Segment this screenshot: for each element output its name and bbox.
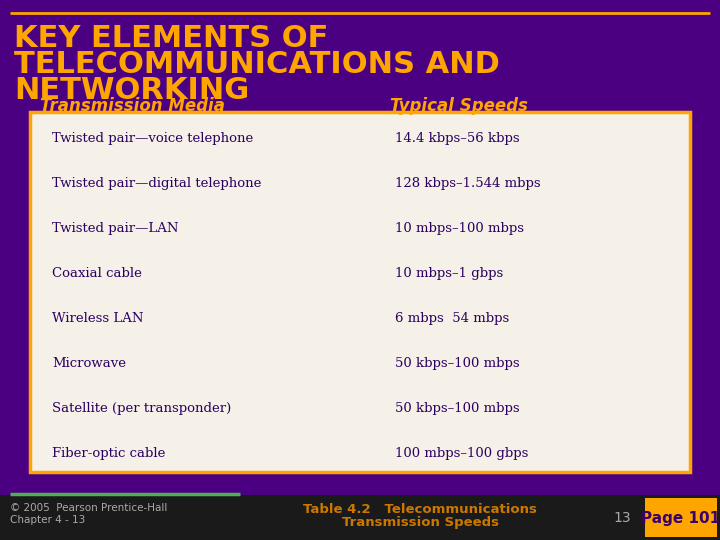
Text: 13: 13 [613, 511, 631, 525]
Text: Transmission Speeds: Transmission Speeds [341, 516, 498, 529]
Text: Typical Speeds: Typical Speeds [390, 97, 528, 115]
Bar [645, 498, 717, 537]
Text: Twisted pair—digital telephone: Twisted pair—digital telephone [52, 177, 261, 190]
Text: Fiber-optic cable: Fiber-optic cable [52, 447, 166, 460]
Text: KEY ELEMENTS OF: KEY ELEMENTS OF [14, 24, 328, 53]
Text: Transmission Media: Transmission Media [40, 97, 225, 115]
Text: 10 mbps–1 gbps: 10 mbps–1 gbps [395, 267, 503, 280]
Text: NETWORKING: NETWORKING [14, 76, 249, 105]
Text: 14.4 kbps–56 kbps: 14.4 kbps–56 kbps [395, 132, 520, 145]
Text: Satellite (per transponder): Satellite (per transponder) [52, 402, 231, 415]
Text: Table 4.2   Telecommunications: Table 4.2 Telecommunications [303, 503, 537, 516]
Text: Twisted pair—LAN: Twisted pair—LAN [52, 222, 179, 235]
Text: © 2005  Pearson Prentice-Hall: © 2005 Pearson Prentice-Hall [10, 503, 167, 513]
Text: 50 kbps–100 mbps: 50 kbps–100 mbps [395, 402, 520, 415]
Text: 10 mbps–100 mbps: 10 mbps–100 mbps [395, 222, 524, 235]
Text: 128 kbps–1.544 mbps: 128 kbps–1.544 mbps [395, 177, 541, 190]
FancyBboxPatch shape [30, 112, 690, 472]
Text: Chapter 4 - 13: Chapter 4 - 13 [10, 515, 85, 525]
Text: Wireless LAN: Wireless LAN [52, 312, 143, 325]
Text: Coaxial cable: Coaxial cable [52, 267, 142, 280]
Text: 50 kbps–100 mbps: 50 kbps–100 mbps [395, 357, 520, 370]
Text: Twisted pair—voice telephone: Twisted pair—voice telephone [52, 132, 253, 145]
Text: 100 mbps–100 gbps: 100 mbps–100 gbps [395, 447, 528, 460]
Text: Microwave: Microwave [52, 357, 126, 370]
Text: Page 101: Page 101 [642, 510, 720, 525]
Text: 6 mbps  54 mbps: 6 mbps 54 mbps [395, 312, 509, 325]
Text: TELECOMMUNICATIONS AND: TELECOMMUNICATIONS AND [14, 50, 500, 79]
Bar [0, 495, 720, 540]
